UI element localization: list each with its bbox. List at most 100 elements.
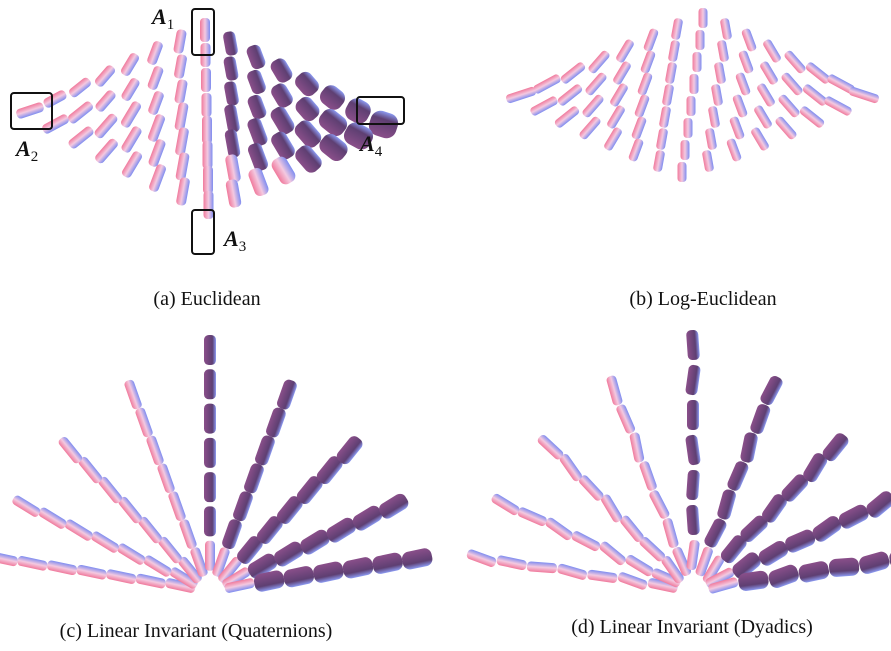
glyph — [753, 104, 773, 130]
glyph — [203, 141, 213, 169]
glyph — [17, 555, 48, 571]
glyph — [648, 489, 671, 520]
glyph — [202, 93, 212, 117]
glyph — [612, 60, 632, 86]
glyph — [147, 90, 165, 116]
glyph — [204, 438, 216, 468]
glyph — [656, 128, 669, 151]
glyph — [490, 492, 521, 516]
glyph — [581, 93, 605, 119]
glyph — [121, 150, 144, 179]
glyph — [269, 81, 296, 110]
glyph — [66, 100, 94, 125]
glyph — [702, 150, 715, 173]
glyph — [634, 94, 651, 119]
glyph — [797, 560, 830, 584]
glyph — [665, 62, 678, 85]
glyph — [750, 126, 770, 152]
glyph — [798, 105, 825, 129]
glyph — [156, 463, 175, 495]
glyph — [703, 517, 729, 550]
glyph — [173, 54, 187, 79]
glyph — [167, 490, 186, 522]
glyph — [699, 8, 708, 28]
glyph — [201, 68, 211, 92]
glyph — [46, 560, 77, 576]
glyph — [147, 113, 166, 143]
glyph — [224, 129, 241, 159]
glyph — [174, 79, 188, 104]
glyph — [619, 514, 646, 544]
caption: (b) Log-Euclidean — [629, 288, 776, 310]
glyph — [105, 569, 136, 585]
glyph — [116, 542, 147, 566]
glyph — [232, 490, 255, 523]
glyph — [134, 407, 153, 439]
glyph — [76, 564, 107, 580]
glyph — [714, 62, 727, 85]
glyph — [684, 118, 693, 138]
glyph — [653, 150, 666, 173]
glyph — [245, 43, 267, 71]
glyph — [774, 115, 798, 141]
glyph — [687, 96, 696, 116]
glyph — [176, 177, 191, 206]
glyph — [668, 40, 681, 63]
glyph — [146, 40, 164, 66]
glyph — [686, 330, 700, 361]
glyph — [640, 50, 657, 75]
label-letter: A — [358, 131, 375, 156]
label-letter: A — [14, 136, 31, 161]
glyph — [617, 571, 649, 591]
glyph — [466, 548, 498, 568]
glyph — [527, 561, 558, 573]
glyph — [598, 540, 628, 567]
glyph — [204, 191, 214, 219]
glyph — [717, 40, 730, 63]
glyph — [631, 116, 648, 141]
glyph — [553, 105, 580, 129]
figure: A1 A2 A3 A4 (a) Euclidean (b) Log-Euclid… — [0, 0, 891, 651]
glyph — [123, 379, 142, 411]
glyph — [204, 404, 216, 434]
glyph — [269, 129, 298, 162]
glyph — [67, 125, 95, 150]
glyph — [205, 541, 215, 571]
glyph — [603, 126, 623, 152]
glyph — [282, 565, 315, 589]
glyph — [556, 83, 583, 107]
glyph — [783, 528, 817, 555]
glyph — [685, 434, 701, 465]
glyph — [401, 547, 434, 571]
glyph — [777, 93, 801, 119]
label-index: 3 — [239, 239, 247, 255]
glyph — [202, 116, 212, 144]
glyph — [276, 378, 299, 411]
glyph — [175, 152, 190, 181]
glyph — [720, 18, 733, 41]
glyph — [544, 516, 574, 542]
glyph — [147, 138, 166, 168]
glyph — [629, 432, 645, 463]
glyph — [57, 435, 84, 465]
glyph — [783, 49, 807, 75]
glyph — [93, 112, 119, 140]
glyph — [254, 434, 277, 467]
glyph — [223, 104, 240, 134]
glyph — [90, 530, 121, 554]
glyph — [517, 506, 548, 527]
glyph — [739, 431, 758, 463]
glyph — [204, 472, 216, 502]
glyph — [147, 65, 165, 91]
glyph — [93, 64, 116, 89]
glyph — [609, 82, 629, 108]
glyph — [693, 52, 702, 72]
glyph — [662, 84, 675, 107]
glyph — [265, 406, 288, 439]
glyph — [615, 403, 636, 434]
glyph — [204, 335, 216, 365]
glyph — [738, 50, 755, 75]
glyph — [662, 517, 680, 549]
glyph — [711, 84, 724, 107]
glyph — [587, 49, 611, 75]
